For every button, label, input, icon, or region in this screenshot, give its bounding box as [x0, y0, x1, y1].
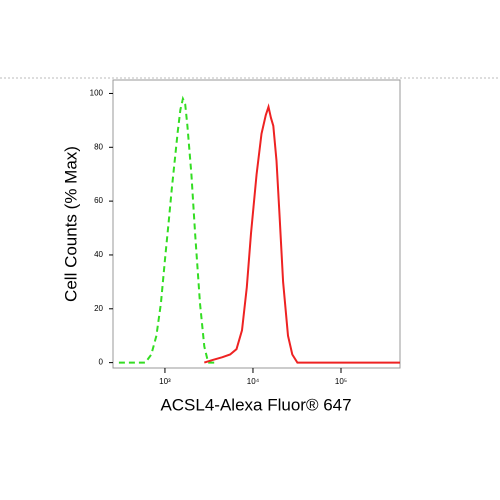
- y-tick-label: 40: [94, 250, 103, 259]
- y-tick-label: 80: [94, 142, 103, 151]
- x-tick-label: 10⁵: [335, 377, 347, 386]
- x-tick-label: 10³: [159, 377, 171, 386]
- y-tick-label: 20: [94, 304, 103, 313]
- y-tick-label: 100: [90, 89, 104, 98]
- y-axis-label: Cell Counts (% Max): [61, 146, 80, 302]
- y-tick-label: 60: [94, 196, 103, 205]
- y-tick-label: 0: [99, 358, 104, 367]
- x-axis-label: ACSL4-Alexa Fluor® 647: [160, 395, 351, 414]
- histogram-line: [203, 103, 400, 364]
- x-tick-label: 10⁴: [247, 377, 260, 386]
- histogram-line: [118, 95, 218, 364]
- plot-frame: [112, 79, 401, 369]
